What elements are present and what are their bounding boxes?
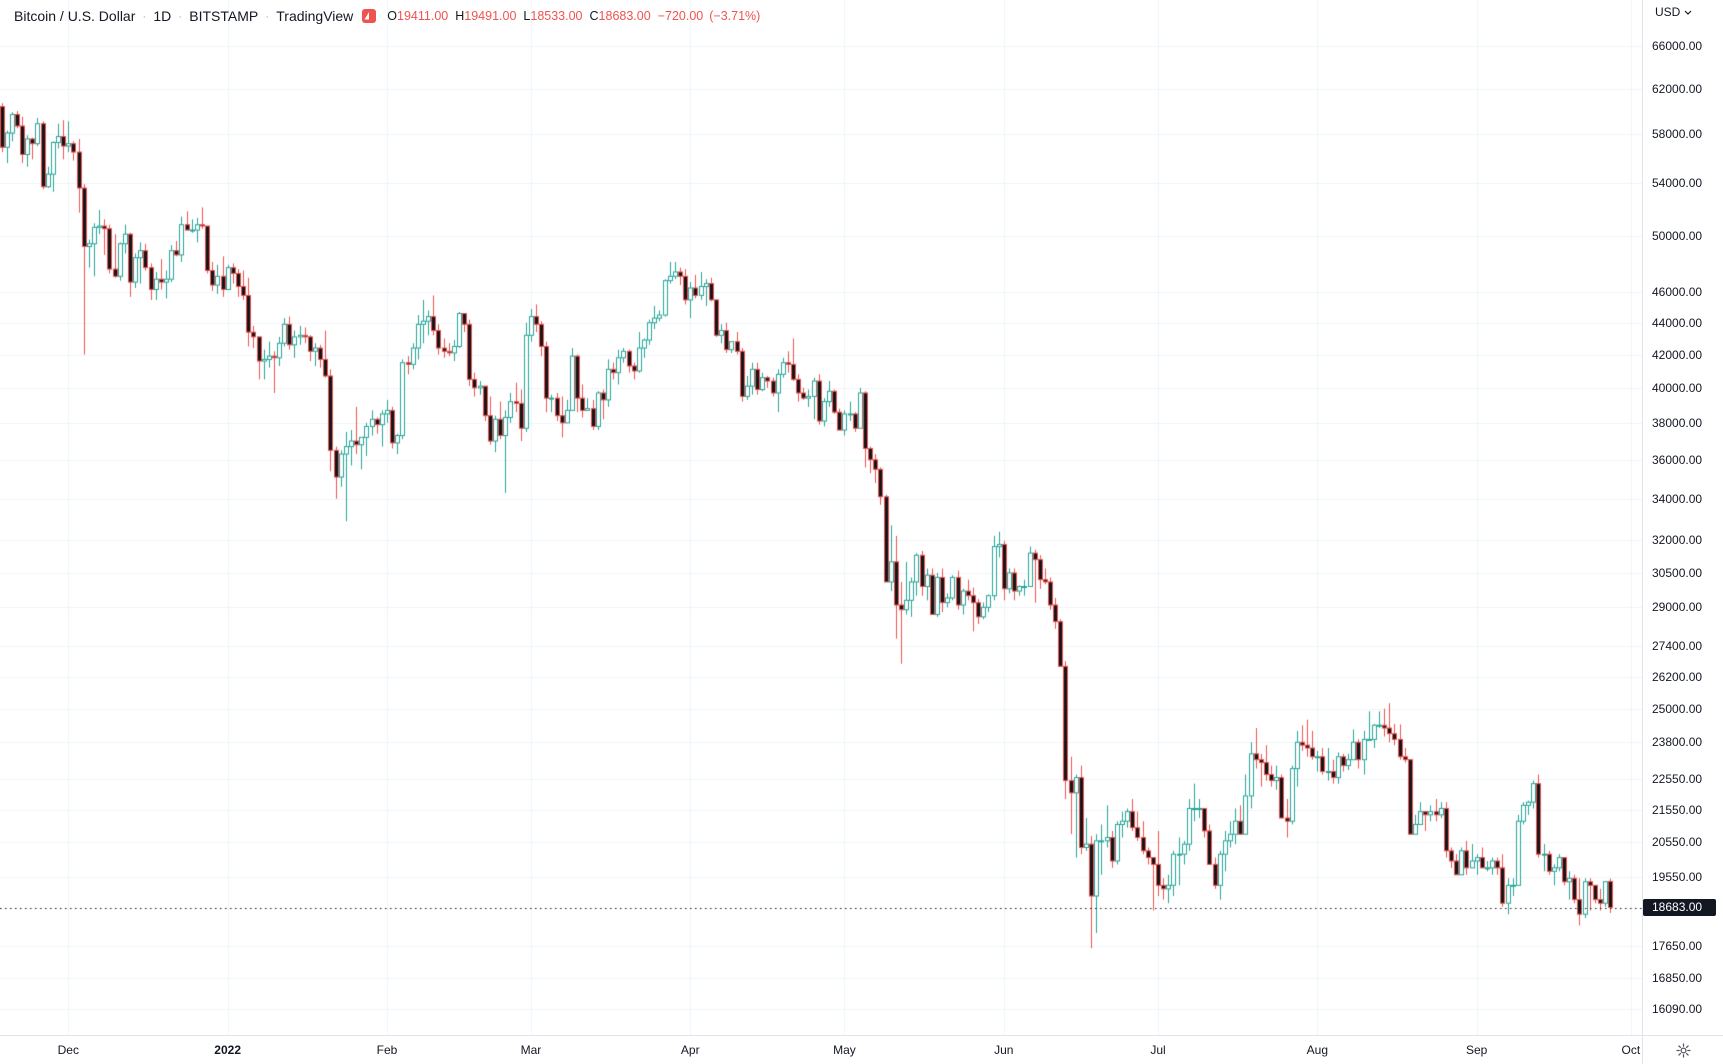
price-tick-label: 29000.00 [1652,600,1703,615]
time-tick-label: Jun [994,1043,1014,1057]
price-tick-label: 54000.00 [1652,175,1703,190]
time-tick-label: Mar [520,1043,542,1057]
price-tick-label: 46000.00 [1652,285,1703,300]
open-label: O [387,9,398,23]
last-price-badge: 18683.00 [1643,899,1716,916]
chart-legend: Bitcoin / U.S. Dollar · 1D · BITSTAMP · … [14,8,766,24]
price-tick-label: 30500.00 [1652,565,1703,580]
price-tick-label: 40000.00 [1652,380,1703,395]
time-tick-label: Aug [1306,1043,1329,1057]
price-tick-label: 62000.00 [1652,81,1703,96]
exchange-label[interactable]: BITSTAMP [189,8,259,24]
axis-corner-pane [1642,1035,1723,1064]
chart-settings-button[interactable] [1673,1039,1695,1061]
interval-label[interactable]: 1D [153,8,172,24]
gear-icon [1675,1042,1692,1059]
price-tick-label: 26200.00 [1652,669,1703,684]
candlestick-chart-canvas[interactable] [0,0,1642,1035]
time-tick-label: Apr [680,1043,700,1057]
change-value: −720.00 [657,9,704,23]
legend-separator: · [142,9,147,23]
legend-separator: · [265,9,270,23]
time-tick-label: Dec [57,1043,79,1057]
price-tick-label: 27400.00 [1652,639,1703,654]
time-tick-label: Sep [1465,1043,1488,1057]
price-tick-label: 66000.00 [1652,38,1703,53]
chevron-down-icon [1684,10,1692,15]
price-tick-label: 38000.00 [1652,415,1703,430]
price-tick-label: 50000.00 [1652,228,1703,243]
open-value: 19411.00 [397,9,449,23]
price-tick-label: 16090.00 [1652,1002,1703,1017]
price-tick-label: 44000.00 [1652,315,1703,330]
time-tick-label: Feb [376,1043,398,1057]
tradingview-logo-icon[interactable] [362,9,377,23]
ohlc-readout: O19411.00 H19491.00 L18533.00 C18683.00 … [387,9,766,23]
platform-label[interactable]: TradingView [276,8,354,24]
price-tick-label: 58000.00 [1652,127,1703,142]
price-tick-label: 32000.00 [1652,533,1703,548]
change-percent: (−3.71%) [709,9,761,23]
price-tick-label: 20550.00 [1652,835,1703,850]
high-value: 19491.00 [464,9,517,23]
low-label: L [523,9,531,23]
price-tick-label: 16850.00 [1652,970,1703,985]
price-tick-label: 17650.00 [1652,939,1703,954]
price-tick-label: 25000.00 [1652,701,1703,716]
time-tick-label: Oct [1621,1043,1641,1057]
time-tick-label: 2022 [214,1043,242,1057]
currency-selector[interactable]: USD [1655,5,1692,19]
price-tick-label: 36000.00 [1652,452,1703,467]
price-tick-label: 22550.00 [1652,772,1703,787]
close-value: 18683.00 [598,9,651,23]
price-tick-label: 42000.00 [1652,347,1703,362]
time-tick-label: Jul [1150,1043,1166,1057]
high-label: H [455,9,465,23]
price-tick-label: 21550.00 [1652,803,1703,818]
close-label: C [589,9,599,23]
time-axis[interactable]: Dec 2022 Feb Mar Apr May Jun Jul Aug Sep Oct [0,1035,1642,1064]
low-value: 18533.00 [530,9,583,23]
price-tick-label: 19550.00 [1652,869,1703,884]
price-tick-label: 34000.00 [1652,491,1703,506]
currency-label: USD [1655,5,1681,19]
price-tick-label: 23800.00 [1652,735,1703,750]
symbol-title[interactable]: Bitcoin / U.S. Dollar [14,8,136,24]
time-tick-label: May [833,1043,856,1057]
price-axis[interactable]: USD 66000.00 62000.00 58000.00 54000.00 5000… [1642,0,1723,1035]
legend-separator: · [178,9,183,23]
